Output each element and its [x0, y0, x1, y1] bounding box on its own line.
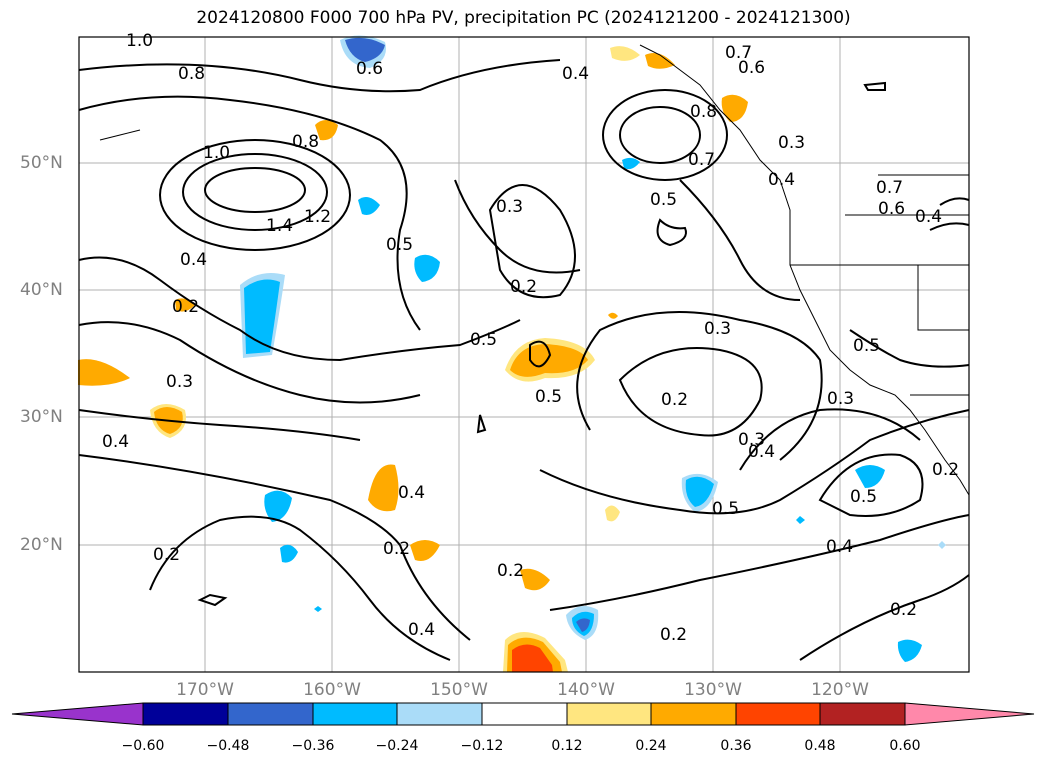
- contour-label: 0.5: [850, 487, 877, 507]
- contour-label: 0.4: [562, 64, 589, 84]
- contour-label: 0.8: [178, 64, 205, 84]
- colorbar-tick-label: −0.12: [460, 738, 504, 754]
- contour-label: 0.2: [890, 600, 917, 620]
- map-title: 2024120800 F000 700 hPa PV, precipitatio…: [196, 8, 851, 28]
- contour-label: 0.4: [826, 537, 853, 557]
- colorbar-tick-label: −0.60: [121, 738, 165, 754]
- contour-label: 1.0: [203, 143, 230, 163]
- contour-label: 0.8: [292, 132, 319, 152]
- contour-label: 0.2: [153, 545, 180, 565]
- contour-label: 0.2: [172, 297, 199, 317]
- contour-label: 0.6: [738, 58, 765, 78]
- contour-label: 0.5: [853, 336, 880, 356]
- contour-label: 0.7: [876, 178, 903, 198]
- contour-label: 0.6: [878, 199, 905, 219]
- contour-label: 0.2: [932, 460, 959, 480]
- contour-label: 0.3: [827, 389, 854, 409]
- colorbar-tick-label: 0.12: [551, 738, 583, 754]
- precip-shading: [78, 35, 946, 672]
- contour-label: 0.2: [497, 561, 524, 581]
- lon-label-130w: 130°W: [684, 680, 742, 700]
- contour-label: 0.5: [650, 190, 677, 210]
- colorbar-tick-label: −0.24: [375, 738, 419, 754]
- colorbar-tick-label: 0.36: [720, 738, 752, 754]
- lon-label-150w: 150°W: [430, 680, 488, 700]
- lon-label-170w: 170°W: [176, 680, 234, 700]
- gridlines: [79, 37, 969, 672]
- contour-label: 0.5: [712, 499, 739, 519]
- colorbar-tick-label: 0.48: [804, 738, 836, 754]
- contour-label: 0.5: [535, 387, 562, 407]
- contour-label: 0.3: [166, 372, 193, 392]
- contour-label: 1.2: [304, 207, 331, 227]
- lon-label-140w: 140°W: [557, 680, 615, 700]
- lon-label-160w: 160°W: [303, 680, 361, 700]
- contour-label: 0.4: [398, 483, 425, 503]
- contour-label: 0.4: [102, 432, 129, 452]
- contour-label: 0.5: [386, 235, 413, 255]
- lon-label-120w: 120°W: [811, 680, 869, 700]
- contour-label: 0.5: [470, 330, 497, 350]
- contour-label: 0.2: [383, 539, 410, 559]
- contour-label: 0.7: [725, 43, 752, 63]
- contour-label: 0.8: [690, 102, 717, 122]
- colorbar-tick-label: 0.24: [635, 738, 667, 754]
- contour-label: 0.4: [768, 170, 795, 190]
- contour-label: 0.4: [180, 250, 207, 270]
- contour-label: 0.2: [660, 625, 687, 645]
- contour-label: 1.0: [126, 31, 153, 51]
- colorbar-tick-label: 0.60: [889, 738, 921, 754]
- lat-label-30n: 30°N: [20, 407, 63, 427]
- colorbar-tick-label: −0.48: [206, 738, 250, 754]
- contour-label: 0.2: [661, 390, 688, 410]
- contour-label: 0.3: [496, 197, 523, 217]
- contour-label: 0.4: [915, 207, 942, 227]
- contour-label: 0.6: [356, 59, 383, 79]
- contour-label: 1.4: [266, 216, 293, 236]
- map-area: [78, 35, 970, 672]
- colorbar-tick-label: −0.36: [291, 738, 335, 754]
- contour-label: 0.4: [408, 620, 435, 640]
- lat-label-50n: 50°N: [20, 153, 63, 173]
- pv-contours: [78, 59, 970, 661]
- contour-label: 0.7: [688, 150, 715, 170]
- contour-label: 0.4: [748, 442, 775, 462]
- lat-label-20n: 20°N: [20, 535, 63, 555]
- contour-labels: 1.0 0.8 0.6 0.4 0.7 0.6 0.8 1.0 0.8 0.3 …: [102, 31, 959, 645]
- contour-label: 0.3: [704, 319, 731, 339]
- colorbar: [11, 702, 1035, 726]
- lat-label-40n: 40°N: [20, 280, 63, 300]
- map-frame: [78, 36, 970, 673]
- contour-label: 0.2: [510, 277, 537, 297]
- contour-label: 0.3: [738, 430, 765, 450]
- contour-label: 0.3: [778, 133, 805, 153]
